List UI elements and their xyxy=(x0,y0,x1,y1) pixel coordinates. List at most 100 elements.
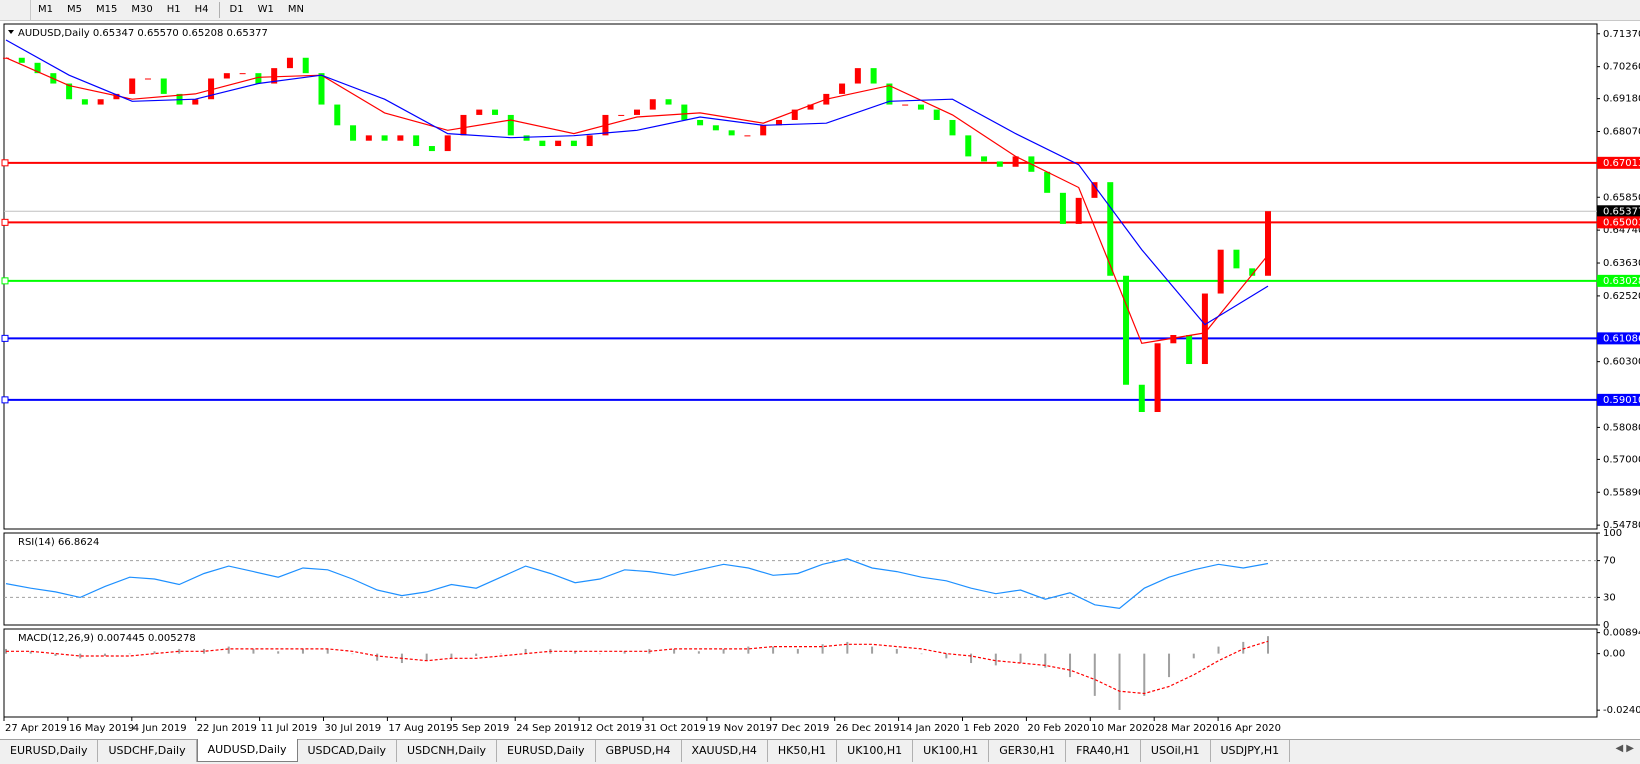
tab-scroll[interactable]: ◀ ▶ xyxy=(1615,743,1634,754)
candle xyxy=(318,73,325,105)
x-tick-label: 5 Sep 2019 xyxy=(452,723,509,734)
candle xyxy=(712,125,719,131)
symbol-tab[interactable]: AUDUSD,Daily xyxy=(196,739,298,762)
macd-bar xyxy=(29,651,32,654)
macd-bar xyxy=(153,651,156,654)
macd-bar xyxy=(722,648,725,654)
candle xyxy=(66,83,73,100)
candle xyxy=(965,135,972,157)
x-tick-label: 31 Oct 2019 xyxy=(644,723,706,734)
macd-bar xyxy=(1118,653,1121,710)
candle xyxy=(839,83,846,94)
symbol-tab[interactable]: HK50,H1 xyxy=(768,740,838,762)
candle xyxy=(18,57,25,63)
candle xyxy=(350,125,357,141)
candle xyxy=(160,78,167,94)
candle xyxy=(397,135,404,141)
panel-frame xyxy=(3,532,1598,626)
timeframe-button[interactable]: D1 xyxy=(229,4,244,15)
candle xyxy=(208,78,215,100)
candle xyxy=(1201,293,1208,365)
level-label-box xyxy=(1597,332,1640,345)
level-label-box xyxy=(1597,274,1640,287)
symbol-tab[interactable]: USDJPY,H1 xyxy=(1211,740,1291,762)
candle xyxy=(381,135,388,141)
level-label-box xyxy=(1597,156,1640,169)
timeframe-button[interactable]: M15 xyxy=(96,4,118,15)
symbol-tab[interactable]: EURUSD,Daily xyxy=(0,740,99,762)
level-handle xyxy=(1,396,9,404)
timeframe-button[interactable]: H1 xyxy=(166,4,181,15)
symbol-tab[interactable]: GBPUSD,H4 xyxy=(596,740,682,762)
candle xyxy=(775,119,782,126)
macd-bar xyxy=(326,648,329,654)
x-tick-label: 10 Mar 2020 xyxy=(1091,723,1154,734)
macd-bar xyxy=(450,653,453,659)
macd-bar xyxy=(895,648,898,654)
candle xyxy=(917,104,924,110)
macd-bar xyxy=(846,641,849,654)
timeframe-button[interactable]: H4 xyxy=(194,4,209,15)
symbol-tab[interactable]: USDCHF,Daily xyxy=(98,740,197,762)
candle xyxy=(1044,171,1051,193)
macd-bar xyxy=(524,648,527,654)
macd-bar xyxy=(301,648,304,654)
symbol-tab[interactable]: GER30,H1 xyxy=(989,740,1067,762)
x-tick-label: 26 Dec 2019 xyxy=(836,723,900,734)
macd-bar xyxy=(178,648,181,654)
candle xyxy=(1059,192,1066,224)
symbol-tab[interactable]: XAUUSD,H4 xyxy=(682,740,768,762)
symbol-tab[interactable]: EURUSD,Daily xyxy=(497,740,596,762)
symbol-tab[interactable]: UK100,H1 xyxy=(913,740,990,762)
candle xyxy=(1233,249,1240,269)
x-tick-label: 27 Apr 2019 xyxy=(5,723,67,734)
candle xyxy=(1249,268,1256,276)
tab-bar: ◀ ▶ EURUSD,Daily USDCHF,Daily AUDUSD,Daily… xyxy=(0,739,1640,764)
candle xyxy=(255,73,262,84)
candle xyxy=(870,68,877,84)
macd-bar xyxy=(376,653,379,661)
panel-frame xyxy=(3,23,1598,530)
macd-bar xyxy=(697,651,700,654)
level-label: 0.65003 xyxy=(1603,217,1640,228)
symbol-tab[interactable]: FRA40,H1 xyxy=(1066,740,1141,762)
panel-title: RSI(14) 66.8624 xyxy=(18,537,99,548)
macd-bar xyxy=(277,651,280,654)
candle xyxy=(697,119,704,126)
macd-bar xyxy=(1217,646,1220,654)
last-price-label: 0.65377 xyxy=(1603,206,1640,217)
macd-bar xyxy=(1242,641,1245,654)
x-tick-label: 20 Feb 2020 xyxy=(1027,723,1089,734)
candle xyxy=(223,73,230,79)
x-tick-label: 1 Feb 2020 xyxy=(964,723,1020,734)
macd-bar xyxy=(351,653,354,655)
candle xyxy=(760,125,767,136)
timeframe-button[interactable]: M1 xyxy=(38,4,53,15)
candle xyxy=(1170,334,1177,344)
level-label-box xyxy=(1597,393,1640,406)
timeframe-button[interactable]: W1 xyxy=(257,4,274,15)
x-tick-label: 24 Sep 2019 xyxy=(516,723,579,734)
timeframe-button[interactable]: M5 xyxy=(67,4,82,15)
candle xyxy=(807,104,814,110)
symbol-tab[interactable]: UK100,H1 xyxy=(837,740,914,762)
symbol-tab[interactable]: USOil,H1 xyxy=(1141,740,1211,762)
candle xyxy=(144,78,151,80)
macd-bar xyxy=(79,653,82,659)
timeframe-button[interactable]: M30 xyxy=(131,4,153,15)
candle xyxy=(476,109,483,115)
candle xyxy=(586,135,593,147)
candle xyxy=(192,99,199,105)
timeframe-button[interactable]: MN xyxy=(287,4,304,15)
candle xyxy=(949,119,956,136)
symbol-tab[interactable]: USDCNH,Daily xyxy=(397,740,498,762)
candle xyxy=(97,99,104,105)
macd-bar xyxy=(821,644,824,654)
symbol-tab[interactable]: USDCAD,Daily xyxy=(298,740,398,762)
candle xyxy=(302,57,309,74)
